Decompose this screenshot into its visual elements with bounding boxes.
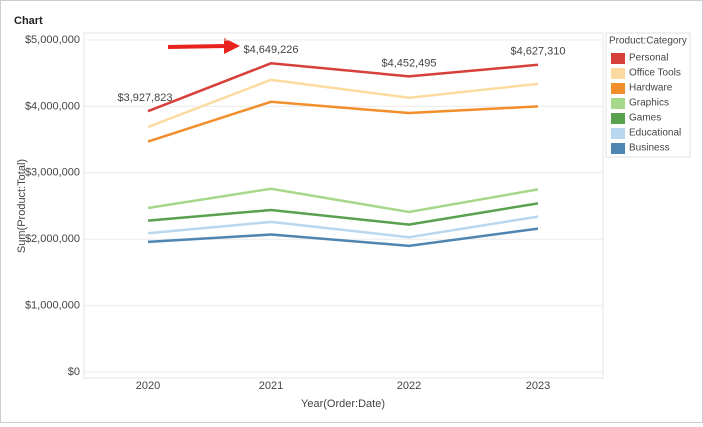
data-label: $4,649,226 [243, 44, 298, 56]
series-line [147, 78, 539, 129]
y-tick-label: $0 [68, 366, 80, 378]
x-tick-label: 2023 [526, 380, 550, 392]
series-line [147, 227, 539, 248]
series-line [147, 62, 539, 113]
legend-label: Hardware [629, 83, 673, 94]
legend-label: Educational [629, 128, 681, 139]
legend-box [605, 32, 691, 158]
y-tick-label: $5,000,000 [25, 34, 80, 46]
y-tick-label: $1,000,000 [25, 300, 80, 312]
x-axis-title: Year(Order:Date) [301, 398, 385, 410]
y-tick-label: $2,000,000 [25, 233, 80, 245]
series-line [147, 202, 539, 226]
legend-label: Personal [629, 53, 668, 64]
annotation-arrow [167, 38, 240, 54]
x-tick-label: 2022 [397, 380, 421, 392]
legend-label: Graphics [629, 98, 669, 109]
x-tick-label: 2021 [259, 380, 283, 392]
legend-label: Business [629, 143, 670, 154]
series-line [147, 100, 539, 143]
legend-swatch [611, 68, 625, 79]
data-label: $3,927,823 [117, 92, 172, 104]
legend-swatch [611, 113, 625, 124]
y-tick-label: $3,000,000 [25, 167, 80, 179]
legend-label: Office Tools [629, 68, 681, 79]
legend-swatch [611, 53, 625, 64]
legend-swatch [611, 98, 625, 109]
x-tick-label: 2020 [136, 380, 160, 392]
series-line [147, 215, 539, 239]
plot-area [83, 32, 604, 379]
y-tick-label: $4,000,000 [25, 100, 80, 112]
legend-label: Games [629, 113, 661, 124]
chart-title: Chart [14, 15, 43, 27]
legend-swatch [611, 83, 625, 94]
data-label: $4,627,310 [510, 46, 565, 58]
legend-title: Product:Category [609, 36, 687, 47]
data-label: $4,452,495 [381, 57, 436, 69]
legend-swatch [611, 128, 625, 139]
series-line [147, 187, 539, 214]
legend-swatch [611, 143, 625, 154]
y-axis-title: Sum(Product:Total) [16, 159, 28, 253]
